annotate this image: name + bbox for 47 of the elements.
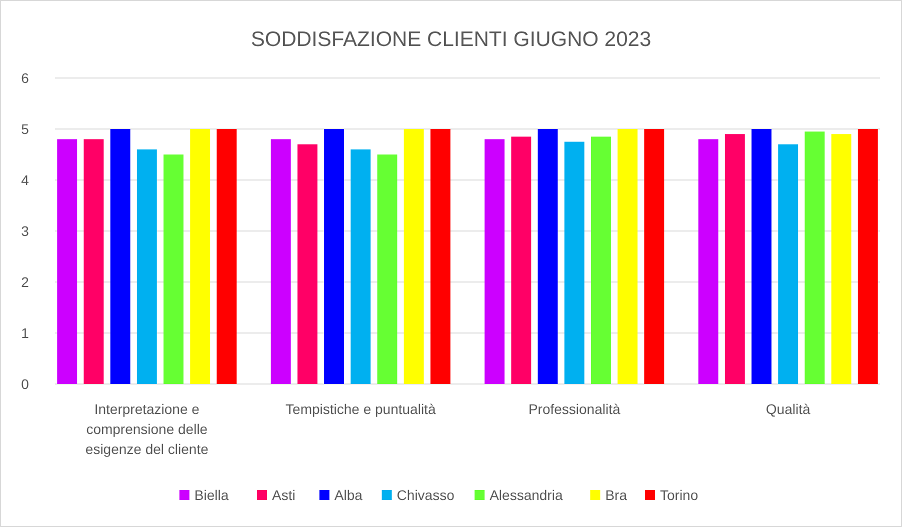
y-tick-label: 5 xyxy=(21,120,30,137)
legend-label: Alessandria xyxy=(490,486,563,503)
legend-label: Alba xyxy=(334,486,363,503)
bar xyxy=(590,136,611,384)
bar xyxy=(84,139,104,384)
bar xyxy=(511,136,532,384)
bar xyxy=(430,129,450,384)
y-tick-label: 3 xyxy=(21,222,30,239)
bar xyxy=(778,144,798,384)
bar xyxy=(190,129,210,384)
bar xyxy=(377,154,398,384)
bar xyxy=(350,149,371,384)
legend-label: Asti xyxy=(272,486,296,503)
y-tick-label: 2 xyxy=(21,274,30,290)
legend-label: Bra xyxy=(605,486,628,503)
bar xyxy=(724,134,745,384)
bar xyxy=(484,139,505,384)
bar xyxy=(136,149,157,384)
y-tick-label: 6 xyxy=(21,70,30,86)
bar xyxy=(698,139,718,384)
y-tick-label: 1 xyxy=(21,324,30,341)
x-tick-label: Qualità xyxy=(766,401,810,417)
bar xyxy=(752,129,772,384)
x-tick-label: Professionalità xyxy=(528,401,620,417)
bar xyxy=(858,129,878,384)
y-tick-label: 0 xyxy=(21,376,30,392)
chart-title: SODDISFAZIONE CLIENTI GIUGNO 2023 xyxy=(250,28,652,51)
bar xyxy=(644,129,664,384)
bar xyxy=(804,132,825,384)
bar xyxy=(404,129,424,384)
bar xyxy=(270,139,291,384)
x-tick-label: Tempistiche e puntualità xyxy=(286,401,436,417)
bar xyxy=(324,129,344,384)
bar xyxy=(831,134,852,384)
y-tick-label: 4 xyxy=(21,172,30,188)
legend-label: Torino xyxy=(660,486,698,503)
bar xyxy=(618,129,638,384)
bar xyxy=(538,129,558,384)
bar xyxy=(564,142,584,384)
legend-label: Biella xyxy=(194,486,229,503)
bar xyxy=(110,129,130,384)
legend-label: Chivasso xyxy=(396,486,455,503)
bar xyxy=(297,144,318,384)
x-tick-label: Interpretazione e comprensione delle esigenze del cliente xyxy=(85,401,209,457)
bar xyxy=(57,139,78,384)
bar xyxy=(164,154,184,384)
bar xyxy=(216,129,237,384)
